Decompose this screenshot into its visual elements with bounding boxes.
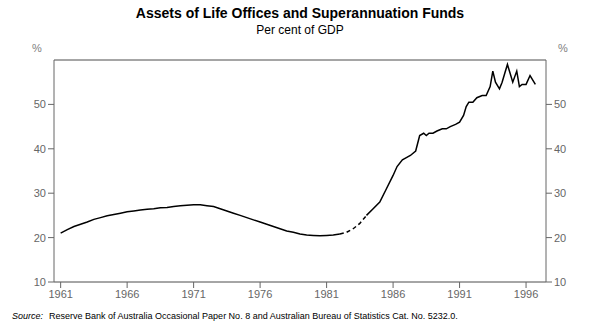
- svg-text:1971: 1971: [181, 288, 205, 300]
- html-text:Source:: Source:: [12, 311, 43, 321]
- svg-text:10: 10: [34, 276, 46, 288]
- svg-text:1976: 1976: [248, 288, 272, 300]
- svg-text:20: 20: [554, 232, 566, 244]
- svg-text:40: 40: [554, 143, 566, 155]
- svg-text:1996: 1996: [514, 288, 538, 300]
- html-text:Assets of Life Offices and Sup: Assets of Life Offices and Superannuatio…: [135, 5, 465, 21]
- svg-text:30: 30: [34, 187, 46, 199]
- svg-text:%: %: [32, 42, 42, 54]
- svg-text:1991: 1991: [447, 288, 471, 300]
- svg-text:20: 20: [34, 232, 46, 244]
- svg-text:40: 40: [34, 143, 46, 155]
- svg-text:30: 30: [554, 187, 566, 199]
- svg-text:%: %: [558, 42, 568, 54]
- svg-text:50: 50: [34, 98, 46, 110]
- svg-text:10: 10: [554, 276, 566, 288]
- svg-text:1981: 1981: [314, 288, 338, 300]
- svg-text:50: 50: [554, 98, 566, 110]
- svg-text:1961: 1961: [48, 288, 72, 300]
- html-text:Reserve Bank of Australia Occa: Reserve Bank of Australia Occasional Pap…: [49, 311, 458, 321]
- svg-text:1986: 1986: [381, 288, 405, 300]
- svg-text:1966: 1966: [115, 288, 139, 300]
- html-text:Per cent of GDP: Per cent of GDP: [256, 23, 344, 37]
